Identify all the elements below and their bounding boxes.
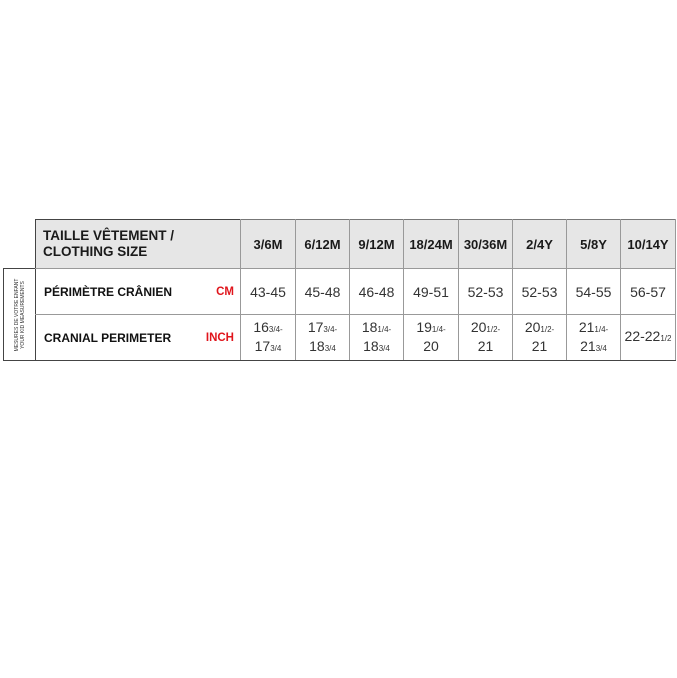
whole: 17 [254, 337, 271, 354]
whole: 20 [524, 318, 541, 335]
size-chart-table: TAILLE VÊTEMENT / CLOTHING SIZE 3/6M 6/12… [35, 219, 676, 361]
measurement-cell: 211/4- 213/4 [566, 314, 621, 361]
measurement-line: 20 [404, 338, 458, 357]
measurement-line: 173/4 [241, 338, 295, 357]
measurement-line: 22-221/2 [621, 328, 675, 347]
fraction: 3/4 [270, 343, 282, 353]
measurement-cell: 52-53 [512, 268, 567, 315]
fraction: 1/4- [594, 324, 609, 334]
whole: 22-22 [624, 328, 661, 344]
measurement-cell: 45-48 [295, 268, 350, 315]
measurement-cell: 49-51 [403, 268, 459, 315]
fraction: 1/2- [540, 324, 555, 334]
measurement-cell: 56-57 [620, 268, 676, 315]
row-label: PÉRIMÈTRE CRÂNIEN CM [35, 268, 241, 315]
measurement-line: 211/4- [567, 319, 620, 338]
whole: 18 [363, 337, 379, 354]
header-row: TAILLE VÊTEMENT / CLOTHING SIZE 3/6M 6/12… [35, 219, 676, 269]
measurement-line: 191/4- [404, 319, 458, 338]
measurement-cell: 181/4- 183/4 [349, 314, 404, 361]
measurement-cell: 46-48 [349, 268, 404, 315]
title-line-1: TAILLE VÊTEMENT / [43, 228, 174, 243]
whole: 19 [416, 318, 432, 335]
table-row: PÉRIMÈTRE CRÂNIEN CM 43-45 45-48 46-48 49-51 5… [35, 268, 676, 315]
side-label-en: YOUR KID MEASUREMENTS [19, 280, 26, 349]
measurement-line: 201/2- [513, 319, 566, 338]
size-header: 3/6M [240, 219, 296, 269]
measurement-cell: 173/4- 183/4 [295, 314, 350, 361]
measurement-line: 21 [459, 338, 512, 357]
measurement-line: 163/4- [241, 319, 295, 338]
row-label: CRANIAL PERIMETER INCH [35, 314, 241, 361]
whole: 21 [477, 337, 494, 354]
measurement-line: 183/4 [350, 338, 403, 357]
whole: 21 [578, 318, 595, 335]
fraction: 1/4- [377, 324, 392, 334]
header-title: TAILLE VÊTEMENT / CLOTHING SIZE [35, 219, 241, 269]
size-header: 9/12M [349, 219, 404, 269]
measurement-cell: 201/2- 21 [512, 314, 567, 361]
fraction: 3/4- [323, 324, 338, 334]
measurement-line: 173/4- [296, 319, 349, 338]
title-line-2: CLOTHING SIZE [43, 244, 148, 259]
measurement-line: 181/4- [350, 319, 403, 338]
measurement-line: 201/2- [459, 319, 512, 338]
size-header: 10/14Y [620, 219, 676, 269]
whole: 17 [307, 318, 324, 335]
measurement-cell: 52-53 [458, 268, 513, 315]
measurement-cell: 191/4- 20 [403, 314, 459, 361]
measurement-cell: 163/4- 173/4 [240, 314, 296, 361]
fraction: 3/4- [268, 324, 283, 334]
whole: 18 [361, 318, 378, 335]
fraction: 3/4 [324, 343, 336, 353]
measurement-cell: 43-45 [240, 268, 296, 315]
unit-label: INCH [205, 331, 234, 344]
whole: 21 [580, 337, 596, 354]
size-header: 18/24M [403, 219, 459, 269]
row-label-text: CRANIAL PERIMETER [44, 330, 172, 345]
fraction: 1/4- [431, 324, 446, 334]
size-header: 30/36M [458, 219, 513, 269]
measurement-cell: 22-221/2 [620, 314, 676, 361]
whole: 18 [309, 337, 325, 354]
whole: 16 [253, 318, 269, 335]
measurement-line: 21 [513, 338, 566, 357]
fraction: 3/4 [378, 343, 390, 353]
fraction: 1/2- [486, 324, 501, 334]
size-header: 2/4Y [512, 219, 567, 269]
measurement-cell: 201/2- 21 [458, 314, 513, 361]
measurement-cell: 54-55 [566, 268, 621, 315]
side-label-fr: MESURES DE VOTRE ENFANT [13, 278, 20, 351]
fraction: 3/4 [595, 343, 607, 353]
size-header: 5/8Y [566, 219, 621, 269]
whole: 20 [423, 337, 439, 354]
size-header: 6/12M [295, 219, 350, 269]
measurement-line: 213/4 [567, 338, 620, 357]
whole: 21 [531, 337, 548, 354]
unit-label: CM [216, 285, 234, 298]
side-label-box: MESURES DE VOTRE ENFANT YOUR KID MEASURE… [3, 268, 35, 361]
measurement-line: 183/4 [296, 338, 349, 357]
whole: 20 [470, 318, 487, 335]
side-label: MESURES DE VOTRE ENFANT YOUR KID MEASURE… [14, 278, 26, 351]
table-row: CRANIAL PERIMETER INCH 163/4- 173/4 173/4- 18… [35, 314, 676, 361]
fraction: 1/2 [660, 334, 672, 343]
row-label-text: PÉRIMÈTRE CRÂNIEN [44, 284, 173, 299]
